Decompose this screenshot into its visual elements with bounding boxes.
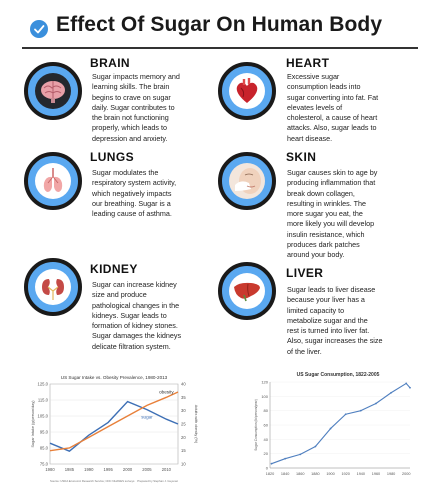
chart2-point — [375, 402, 377, 405]
chart1-xtick: 2005 — [142, 467, 152, 472]
chart2-point — [329, 427, 332, 430]
chart1-y2tick: 40 — [181, 382, 186, 387]
chart1-y2label: Adults with obesity (%) — [194, 405, 198, 444]
chart2-title: US Sugar Consumption, 1822-2005 — [297, 372, 380, 378]
chart1-credit: Prepared by Stephan J. Guyenet — [137, 479, 178, 483]
chart1-series-obesity — [49, 391, 179, 452]
chart2-xtick: 1880 — [311, 472, 319, 476]
heart-text: Excessive sugar consumption leads into sug… — [287, 72, 379, 143]
kidney-text: Sugar can increase kidney size and produc… — [92, 280, 182, 351]
chart1-xtick: 2000 — [123, 467, 133, 472]
page-title: Effect Of Sugar On Human Body — [56, 13, 383, 36]
chart2-ytick: 80 — [264, 408, 269, 413]
brain-text: Sugar impacts memory and learning skills.… — [92, 72, 180, 143]
chart1-ytick: 125.0 — [38, 382, 49, 387]
lungs-badge — [24, 152, 82, 210]
kidneys-icon — [35, 269, 71, 305]
sugar-consumption-chart: US Sugar Consumption, 1822-2005 0 20 40 60 80… — [252, 368, 416, 484]
skin-text: Sugar causes skin to age by producing inf… — [287, 168, 378, 260]
chart1-y2tick: 35 — [181, 395, 186, 400]
chart1-xtick: 1995 — [104, 467, 114, 472]
lungs-text: Sugar modulates the respiratory system ac… — [92, 168, 177, 219]
lungs-heading: LUNGS — [90, 150, 134, 164]
chart2-point — [409, 386, 411, 389]
title-divider — [22, 47, 418, 49]
liver-icon — [229, 273, 265, 309]
chart1-ytick: 115.0 — [38, 398, 49, 403]
chart2-xtick: 1860 — [296, 472, 304, 476]
chart1-ytick: 75.0 — [40, 462, 49, 467]
chart1-ytick: 95.0 — [40, 430, 49, 435]
chart2-xtick: 1960 — [372, 472, 380, 476]
liver-badge — [218, 262, 276, 320]
page-header: Effect Of Sugar On Human Body — [0, 0, 440, 48]
brain-badge — [24, 62, 82, 120]
chart1-xtick: 1985 — [65, 467, 75, 472]
skin-badge — [218, 152, 276, 210]
chart1-ytick: 105.0 — [38, 414, 49, 419]
chart2-point — [270, 462, 273, 465]
chart1-y2tick: 10 — [181, 462, 186, 467]
chart2-ytick: 20 — [264, 451, 269, 456]
checkmark-icon — [30, 20, 48, 38]
chart1-series-label: obesity — [159, 389, 174, 394]
chart2-ytick: 120 — [261, 380, 268, 385]
chart1-xtick: 1990 — [84, 467, 94, 472]
chart2-xtick: 1820 — [266, 472, 274, 476]
chart2-xtick: 1940 — [357, 472, 365, 476]
liver-heading: LIVER — [286, 266, 324, 280]
chart1-y2tick: 15 — [181, 448, 186, 453]
chart1-xtick: 2010 — [162, 467, 172, 472]
chart1-y2tick: 25 — [181, 422, 186, 427]
chart2-xtick: 1980 — [387, 472, 395, 476]
brain-icon — [35, 73, 71, 109]
chart1-series-sugar — [49, 400, 179, 453]
chart2-ytick: 40 — [264, 437, 269, 442]
brain-heading: BRAIN — [90, 56, 130, 70]
kidney-badge — [24, 258, 82, 316]
heart-badge — [218, 62, 276, 120]
heart-heading: HEART — [286, 56, 330, 70]
liver-text: Sugar leads to liver disease because your… — [287, 285, 383, 356]
chart2-point — [344, 413, 347, 416]
chart1-y2tick: 30 — [181, 408, 186, 413]
sugar-obesity-chart: US Sugar Intake vs. Obesity Prevalence, … — [28, 372, 200, 488]
chart2-point — [314, 445, 317, 448]
chart2-xtick: 1920 — [341, 472, 349, 476]
chart2-point — [299, 453, 302, 456]
chart1-title: US Sugar Intake vs. Obesity Prevalence, … — [61, 375, 168, 380]
chart1-source: Source: USDA Economic Research Service; … — [50, 479, 135, 483]
chart1-y2tick: 20 — [181, 435, 186, 440]
chart2-xtick: 1900 — [326, 472, 334, 476]
chart2-xtick: 2000 — [402, 472, 410, 476]
chart2-ytick: 100 — [261, 394, 268, 399]
chart2-point — [405, 382, 408, 385]
chart2-point — [359, 409, 362, 412]
kidney-heading: KIDNEY — [90, 262, 138, 276]
chart1-ytick: 85.0 — [40, 446, 49, 451]
chart2-ytick: 0 — [266, 466, 269, 471]
chart2-point — [284, 457, 287, 460]
chart2-xtick: 1840 — [281, 472, 289, 476]
chart2-point — [390, 391, 392, 394]
face-icon — [229, 163, 265, 199]
skin-heading: SKIN — [286, 150, 317, 164]
chart1-series-label: sugar — [141, 415, 153, 420]
heart-icon — [229, 73, 265, 109]
chart2-ytick: 60 — [264, 423, 269, 428]
lungs-icon — [35, 163, 71, 199]
chart1-xtick: 1980 — [45, 467, 55, 472]
chart1-ylabel: Sugar Intake (g/person/day) — [31, 400, 35, 448]
chart2-ylabel: Sugar Consumption (lb/person/year) — [254, 399, 258, 450]
chart2-series-line — [271, 382, 411, 465]
